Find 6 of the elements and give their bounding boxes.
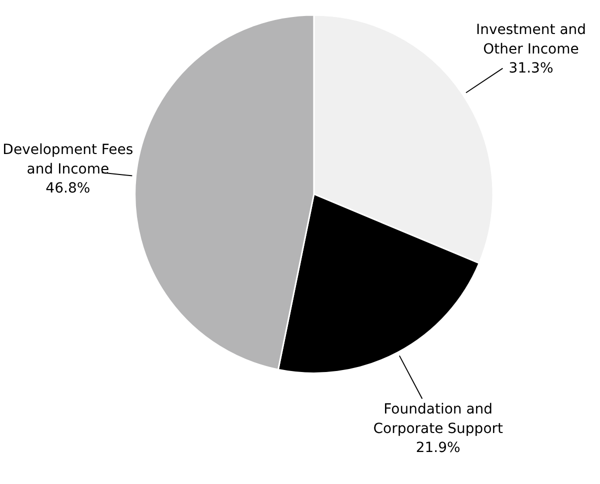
- data-label: 46.8%: [46, 180, 90, 196]
- data-label: 31.3%: [508, 60, 554, 77]
- slice-label: Investment and Other Income: [476, 22, 586, 58]
- slice-label: Development Fees and Income: [2, 142, 134, 178]
- slice-label: Foundation and Corporate Support: [373, 402, 504, 437]
- data-label: 21.9%: [416, 440, 460, 456]
